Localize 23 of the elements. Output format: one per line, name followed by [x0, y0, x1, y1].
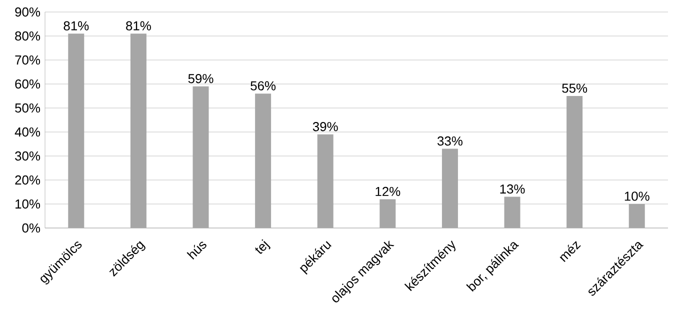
- data-label: 81%: [126, 21, 151, 30]
- y-tick-label: 40%: [14, 127, 40, 137]
- data-label: 39%: [312, 122, 338, 132]
- x-tick-label: méz: [560, 241, 581, 262]
- y-tick-label: 80%: [15, 31, 40, 41]
- y-tick-label: 10%: [16, 199, 40, 209]
- y-tick-label: 20%: [15, 175, 40, 185]
- data-label: 13%: [500, 184, 525, 194]
- data-label: 81%: [64, 21, 89, 30]
- y-tick-label: 50%: [15, 103, 40, 113]
- data-label: 56%: [250, 81, 276, 90]
- data-label: 55%: [562, 84, 588, 93]
- x-tick-label: hús: [186, 242, 206, 260]
- y-tick-label: 90%: [15, 7, 40, 17]
- y-tick-label: 60%: [15, 79, 40, 89]
- data-label: 33%: [437, 136, 462, 146]
- y-tick-label: 0%: [22, 223, 40, 233]
- y-tick-label: 70%: [15, 55, 40, 65]
- data-label: 59%: [188, 74, 214, 84]
- x-tick-label: tej: [255, 239, 270, 254]
- data-label: 10%: [624, 192, 650, 201]
- data-label: 12%: [376, 186, 400, 196]
- y-tick-label: 30%: [15, 151, 40, 161]
